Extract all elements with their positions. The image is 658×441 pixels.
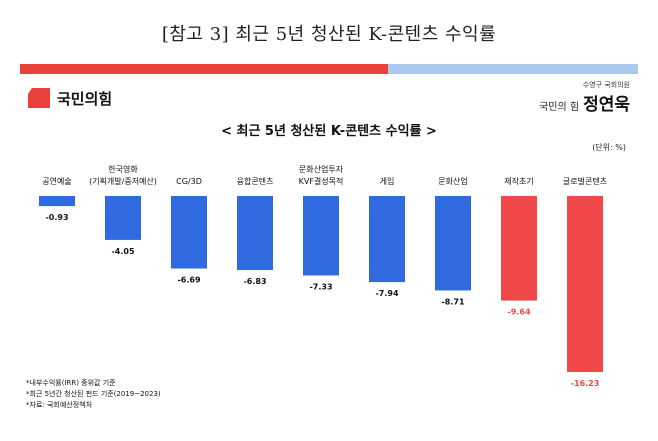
value-label: -16.23 — [571, 379, 600, 388]
slide: 국민의힘 수영구 국회의원 국민의 힘 정연욱 < 최근 5년 청산된 K-콘텐… — [20, 64, 638, 422]
category-label: 한국영화 (기획개발/중저예산) — [89, 164, 157, 186]
signature-title: 수영구 국회의원 — [582, 81, 630, 89]
bar — [105, 196, 141, 240]
signature-name: 정연욱 — [583, 95, 630, 115]
signature: 수영구 국회의원 국민의 힘 정연욱 — [539, 80, 630, 115]
bar — [303, 196, 339, 276]
value-label: -8.71 — [441, 297, 464, 306]
category-label: 게임 — [380, 176, 395, 186]
bar — [369, 196, 405, 283]
top-color-bar-red — [20, 64, 388, 74]
value-label: -9.64 — [507, 308, 530, 317]
category-label: 문화산업 — [438, 176, 467, 186]
category-label: 공연예술 — [42, 176, 71, 186]
category-label: 융합콘텐츠 — [237, 176, 274, 186]
document-title: [참고 3] 최근 5년 청산된 K-콘텐츠 수익률 — [161, 24, 497, 45]
category-label: 글로벌콘텐츠 — [563, 176, 607, 186]
party-logo-text: 국민의힘 — [57, 89, 113, 108]
value-label: -4.05 — [111, 247, 134, 256]
category-label: 문화산업투자 KVF결성목적 — [299, 164, 344, 186]
footnote-irr: *내부수익률(IRR) 중위값 기준 — [26, 379, 116, 387]
footnote-source: *자료: 국회예산정책처 — [26, 401, 93, 409]
bar — [237, 196, 273, 271]
bar-chart: 공연예술 -0.93 한국영화 (기획개발/중저예산) -4.05 CG/3D -6.69 융… — [39, 164, 607, 388]
footnote-period: *최근 5년간 청산된 펀드 기준(2019~2023) — [26, 390, 161, 398]
party-logo-icon — [28, 88, 50, 108]
footnotes: *내부수익률(IRR) 중위값 기준 *최근 5년간 청산된 펀드 기준(201… — [26, 378, 161, 411]
value-label: -7.94 — [375, 289, 398, 298]
category-label: 제작초기 — [504, 176, 533, 186]
bar — [171, 196, 207, 269]
bar — [39, 196, 75, 207]
category-label: CG/3D — [176, 177, 202, 186]
top-color-bar-blue — [388, 64, 638, 74]
value-label: -7.33 — [309, 282, 332, 291]
bar — [567, 196, 603, 372]
party-logo: 국민의힘 — [26, 86, 112, 110]
signature-line: 국민의 힘 정연욱 — [539, 90, 630, 115]
bar — [435, 196, 471, 291]
value-label: -6.83 — [243, 277, 266, 286]
value-label: -0.93 — [45, 213, 68, 222]
value-label: -6.69 — [177, 276, 200, 285]
bar — [501, 196, 537, 301]
chart-title: < 최근 5년 청산된 K-콘텐츠 수익률 > — [221, 124, 437, 139]
chart-unit: (단위: %) — [592, 143, 626, 152]
signature-party: 국민의 힘 — [539, 102, 580, 113]
